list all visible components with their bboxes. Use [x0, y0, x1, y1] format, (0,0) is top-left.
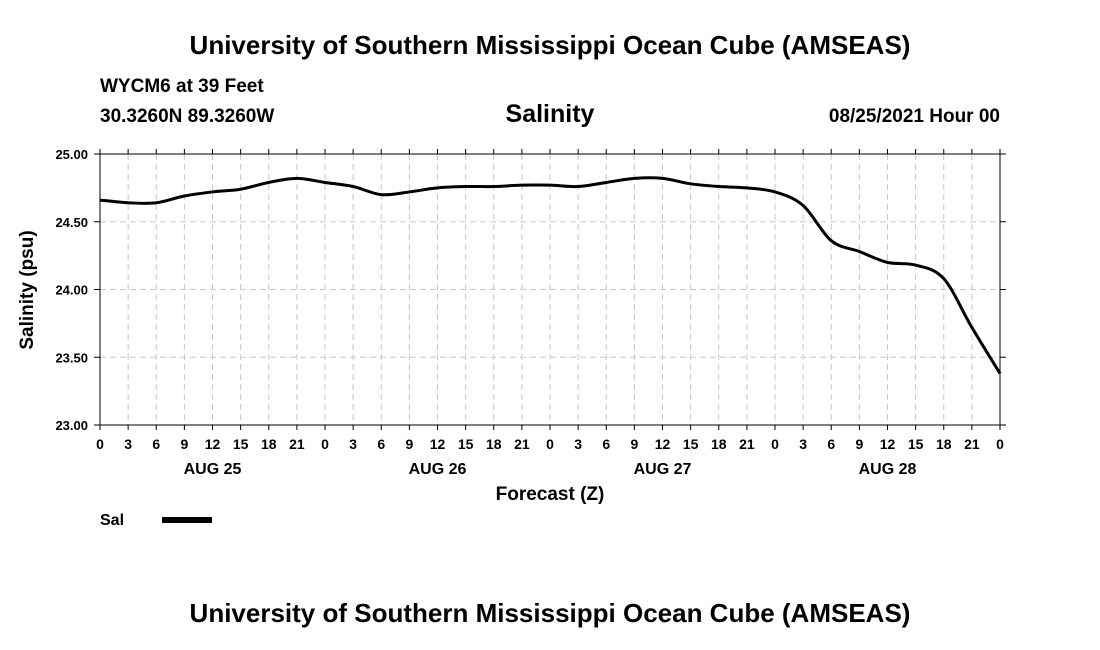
x-tick-label: 18 [261, 436, 277, 452]
day-label: AUG 26 [409, 461, 467, 478]
coordinates-label: 30.3260N 89.3260W [100, 106, 275, 127]
x-tick-label: 9 [405, 436, 413, 452]
x-tick-label: 15 [683, 436, 699, 452]
x-tick-label: 6 [152, 436, 160, 452]
y-tick-label: 23.50 [55, 350, 88, 365]
y-tick-label: 25.00 [55, 147, 88, 162]
y-tick-labels: 23.00 23.50 24.00 24.50 25.00 [55, 147, 88, 433]
series-line-sal [99, 176, 1002, 375]
x-tick-label: 0 [996, 436, 1004, 452]
day-label: AUG 28 [859, 461, 917, 478]
x-tick-label: 0 [546, 436, 554, 452]
y-tick-label: 24.00 [55, 283, 88, 298]
forecast-datetime: 08/25/2021 Hour 00 [828, 106, 1000, 127]
x-tick-label: 15 [233, 436, 249, 452]
legend: Sal [100, 512, 212, 529]
y-tick-label: 23.00 [55, 418, 88, 433]
y-axis-title: Salinity (psu) [17, 230, 38, 349]
x-tick-label: 3 [349, 436, 357, 452]
x-tick-label: 18 [936, 436, 952, 452]
x-axis-title: Forecast (Z) [496, 484, 605, 505]
x-tick-label: 18 [711, 436, 727, 452]
x-tick-label: 12 [205, 436, 221, 452]
x-tick-labels: 0 3 6 9 12 15 18 21 0 3 6 9 12 15 18 21 0 3 6 9 12 15 18 21 0 3 6 9… [96, 436, 1004, 452]
x-tick-label: 9 [630, 436, 638, 452]
x-tick-label: 0 [96, 436, 104, 452]
x-tick-label: 21 [739, 436, 755, 452]
x-tick-label: 15 [458, 436, 474, 452]
day-label: AUG 27 [634, 461, 692, 478]
x-tick-label: 9 [180, 436, 188, 452]
x-tick-label: 3 [124, 436, 132, 452]
series-layer [99, 176, 1002, 375]
x-tick-label: 3 [574, 436, 582, 452]
x-tick-label: 21 [514, 436, 530, 452]
axis-ticks [94, 149, 1006, 430]
x-tick-label: 12 [655, 436, 671, 452]
header-title: University of Southern Mississippi Ocean… [189, 30, 911, 60]
footer-title: University of Southern Mississippi Ocean… [189, 598, 911, 628]
x-tick-label: 12 [430, 436, 446, 452]
x-tick-label: 12 [880, 436, 896, 452]
x-tick-label: 21 [289, 436, 305, 452]
x-tick-label: 18 [486, 436, 502, 452]
x-tick-label: 6 [602, 436, 610, 452]
legend-label-sal: Sal [100, 512, 124, 529]
day-label: AUG 25 [184, 461, 242, 478]
x-tick-label: 0 [771, 436, 779, 452]
x-tick-label: 3 [799, 436, 807, 452]
y-tick-label: 24.50 [55, 215, 88, 230]
x-tick-label: 6 [827, 436, 835, 452]
grid-lines [100, 154, 1000, 425]
station-label: WYCM6 at 39 Feet [100, 76, 264, 97]
x-tick-label: 0 [321, 436, 329, 452]
x-tick-label: 9 [855, 436, 863, 452]
day-labels: AUG 25 AUG 26 AUG 27 AUG 28 [184, 461, 917, 478]
x-tick-label: 6 [377, 436, 385, 452]
x-tick-label: 21 [964, 436, 980, 452]
x-tick-label: 15 [908, 436, 924, 452]
chart-title: Salinity [505, 100, 595, 128]
plot-frame [99, 153, 1001, 426]
